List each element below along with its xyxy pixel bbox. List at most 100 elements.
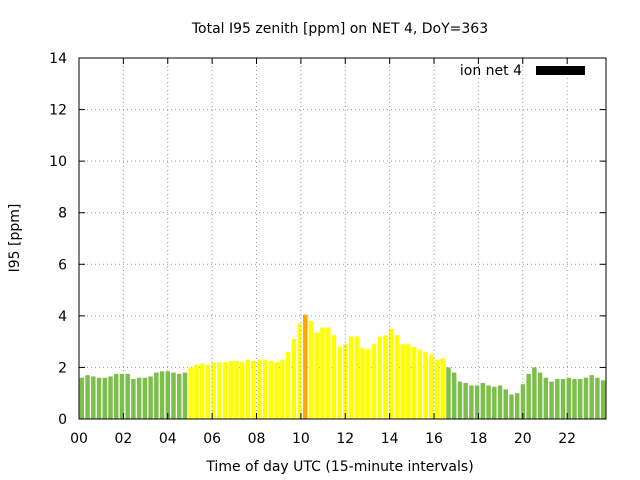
bar [549,381,554,419]
bar [285,351,291,419]
bar [79,377,85,419]
bar [417,349,423,419]
bar [337,346,342,419]
bar [388,328,394,419]
x-tick-label: 10 [292,431,310,447]
bar [159,371,165,419]
bars [79,314,606,419]
bar [406,344,411,419]
y-tick-label: 0 [58,412,67,428]
bar [165,371,171,419]
bar [532,367,537,419]
bar [96,377,102,419]
bar [440,358,445,419]
bar [320,327,325,419]
bar [583,377,589,419]
bar [543,377,549,419]
bar [182,372,188,419]
bar [377,336,382,419]
bar [514,393,520,419]
bar [343,344,348,419]
bar [113,373,119,419]
bar [474,385,480,419]
bar [469,385,474,419]
x-tick-label: 02 [114,431,132,447]
bar [297,323,302,419]
bar [331,335,337,419]
bar [142,377,148,419]
bar [520,384,526,419]
bar [268,360,274,419]
x-tick-label: 18 [469,431,487,447]
bar [354,336,360,419]
bar [291,339,297,419]
x-tick-label: 16 [425,431,443,447]
legend: ion net 4 [460,63,585,79]
bar [383,335,388,419]
y-tick-label: 4 [58,309,67,325]
bar [497,385,503,419]
bar [262,359,268,419]
bar [257,359,262,419]
bar [451,372,457,419]
bar [429,354,434,419]
bar [274,362,279,419]
bar [211,362,216,419]
bar [366,349,371,419]
plot-frame [78,57,607,420]
bar [131,379,136,419]
bar [240,362,245,419]
bar [572,379,577,419]
bar [492,386,497,419]
x-tick-labels: 00 02 04 06 08 10 12 14 16 18 20 22 [70,431,576,447]
bar [234,360,239,419]
x-tick-label: 08 [248,431,266,447]
bar [371,344,377,419]
bar [400,344,405,419]
x-tick-label: 00 [70,431,88,447]
bar [457,381,463,419]
x-tick-label: 22 [558,431,576,447]
bar [119,373,125,419]
bar [348,336,354,419]
bar [589,375,594,419]
bar [360,348,365,419]
y-axis-label: I95 [ppm] [7,204,23,273]
chart-title: Total I95 zenith [ppm] on NET 4, DoY=363 [191,21,488,37]
bar [600,380,606,419]
bar [228,360,234,419]
bar [199,363,205,419]
x-tick-label: 06 [203,431,221,447]
bar [177,373,182,419]
y-tick-label: 8 [58,206,67,222]
bar [91,376,96,419]
bar [280,359,285,419]
x-axis-label: Time of day UTC (15-minute intervals) [205,459,473,475]
bar [102,377,108,419]
bar [308,321,314,419]
bar [222,362,228,419]
y-tick-label: 10 [49,154,67,170]
bar [480,382,486,419]
bar [509,394,514,419]
bar [555,379,560,419]
bar [194,364,199,419]
bar [595,377,600,419]
y-tick-label: 12 [49,103,67,119]
bar [394,335,400,419]
bar [303,314,308,419]
x-tick-label: 14 [381,431,399,447]
grid-lines [79,109,606,368]
bar [446,367,451,419]
bar [423,351,428,419]
bar [411,346,417,419]
legend-swatch [536,66,585,75]
bar [136,377,142,419]
bar [537,372,543,419]
bar [325,327,331,419]
bar [503,389,508,419]
bar [526,373,531,419]
bar [251,360,256,419]
bar [85,375,90,419]
bar [125,373,130,419]
